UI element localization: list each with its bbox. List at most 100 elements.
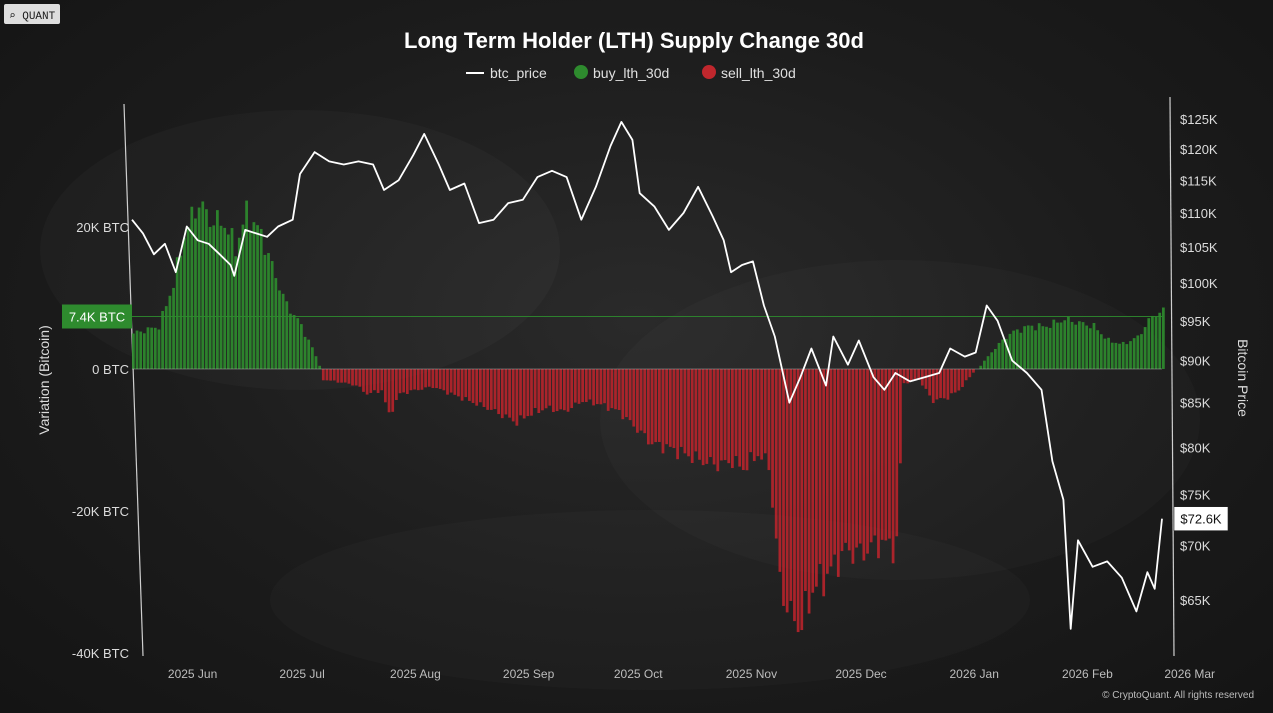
sell-bar: [968, 369, 972, 378]
sell-bar: [599, 369, 603, 405]
buy-bar: [1125, 344, 1129, 369]
sell-bar: [913, 369, 917, 381]
sell-bar: [654, 369, 658, 443]
buy-bar: [1008, 333, 1012, 369]
sell-bar: [573, 369, 577, 403]
sell-bar: [716, 369, 720, 472]
sell-bar: [625, 369, 628, 418]
sell-bar: [442, 369, 446, 391]
sell-bar: [705, 369, 709, 464]
buy-bar: [990, 352, 994, 369]
sell-bar: [581, 369, 585, 403]
buy-bar: [310, 347, 314, 369]
sell-bar: [559, 369, 563, 410]
sell-bar: [438, 369, 442, 389]
sell-bar: [712, 369, 716, 465]
buy-bar: [230, 228, 234, 369]
sell-bar: [720, 369, 723, 461]
sell-bar: [752, 369, 756, 462]
sell-bar: [657, 369, 661, 442]
buy-bar: [1026, 325, 1030, 369]
sell-bar: [760, 369, 763, 460]
buy-bar: [168, 295, 172, 369]
sell-bar: [833, 369, 837, 555]
sell-bar: [387, 369, 391, 413]
buy-bar: [1001, 339, 1005, 369]
sell-bar: [884, 369, 888, 541]
buy-bar: [1012, 330, 1015, 369]
sell-bar: [351, 369, 354, 386]
legend: btc_price buy_lth_30d sell_lth_30d: [466, 65, 796, 81]
buy-bar: [270, 261, 274, 369]
sell-bar: [935, 369, 939, 400]
sell-bar: [840, 369, 844, 552]
sell-bar: [636, 369, 639, 433]
sell-bar: [464, 369, 468, 398]
sell-bar: [679, 369, 683, 447]
buy-bar: [1158, 312, 1162, 369]
legend-sell-lth-30d-swatch: [702, 65, 716, 79]
sell-bar: [621, 369, 625, 420]
sell-bar: [530, 369, 533, 416]
sell-bar: [793, 369, 796, 622]
sell-bar: [446, 369, 449, 395]
buy-bar: [186, 226, 190, 369]
sell-bar: [606, 369, 610, 411]
buy-bar: [179, 255, 183, 369]
sell-bar: [862, 369, 866, 561]
sell-bar: [632, 369, 636, 427]
buy-bar: [1096, 330, 1100, 369]
buy-bar: [979, 365, 983, 369]
sell-bar: [519, 369, 522, 416]
buy-bar: [1056, 322, 1059, 369]
legend-sell-lth-30d-label[interactable]: sell_lth_30d: [721, 65, 796, 81]
sell-bar: [336, 369, 340, 383]
sell-bar: [555, 369, 559, 412]
copyright-text: © CryptoQuant. All rights reserved: [1102, 690, 1254, 701]
left-axis-line: [123, 103, 144, 657]
sell-bar: [416, 369, 420, 391]
sell-bar: [460, 369, 464, 401]
buy-bar: [1162, 307, 1165, 369]
sell-bar: [552, 369, 555, 413]
buy-bar: [259, 228, 263, 369]
sell-bar: [767, 369, 771, 471]
sell-bar: [822, 369, 826, 597]
reference-value-badge: [62, 304, 132, 329]
left-tick-label: 20K BTC: [76, 220, 129, 235]
buy-bar: [1077, 321, 1081, 369]
legend-buy-lth-30d-label[interactable]: buy_lth_30d: [593, 65, 669, 81]
buy-bar: [1048, 327, 1052, 369]
sell-bar: [855, 369, 858, 548]
sell-bar: [420, 369, 424, 390]
buy-bar: [1063, 320, 1067, 369]
buy-bar: [1154, 316, 1158, 369]
buy-bar: [1023, 326, 1026, 369]
sell-bar: [504, 369, 508, 415]
buy-bar: [208, 226, 212, 369]
sell-bar: [435, 369, 438, 389]
buy-bar: [153, 327, 157, 369]
sell-bar: [639, 369, 643, 431]
legend-btc-price-label[interactable]: btc_price: [490, 65, 547, 81]
sell-bar: [526, 369, 530, 417]
sell-bar: [800, 369, 804, 631]
sell-bar: [964, 369, 968, 381]
sell-bar: [405, 369, 409, 394]
sell-bar: [471, 369, 475, 403]
buy-bar: [1088, 328, 1092, 369]
right-axis-ticks: $125K $120K $115K $110K $105K $100K $95K $90K $8…: [1173, 112, 1229, 608]
x-axis-ticks: 2025 Jun 2025 Jul 2025 Aug 2025 Sep 2025 Oct…: [168, 667, 1215, 681]
sell-bar: [880, 369, 884, 540]
buy-bar: [296, 318, 300, 369]
buy-bar: [1121, 341, 1125, 369]
x-tick-label: 2025 Jun: [168, 667, 217, 681]
right-tick-label: $90K: [1180, 354, 1211, 369]
sell-bar: [953, 369, 957, 393]
sell-bar: [482, 369, 486, 407]
sell-bar: [785, 369, 789, 613]
sell-bar: [741, 369, 745, 471]
sell-bar: [362, 369, 365, 392]
buy-bar: [142, 333, 146, 369]
sell-bar: [413, 369, 416, 390]
